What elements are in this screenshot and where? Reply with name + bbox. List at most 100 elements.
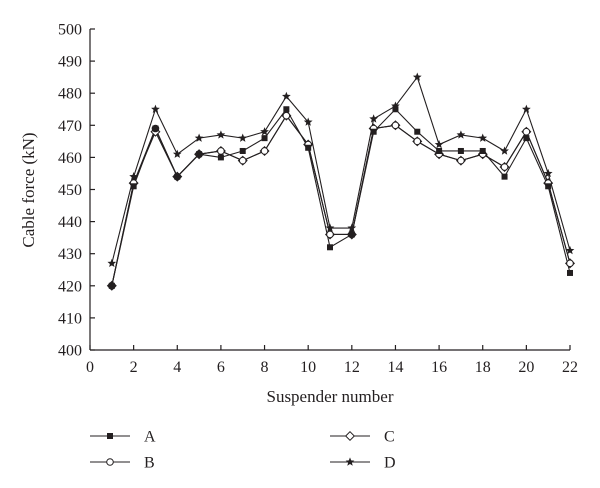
data-point-d (325, 223, 335, 232)
y-tick-label: 410 (58, 310, 82, 327)
data-point-a (261, 135, 268, 142)
series-line-c (111, 115, 571, 286)
x-axis-label: Suspender number (266, 387, 393, 406)
data-point-d (303, 117, 313, 126)
data-point-d (500, 146, 509, 155)
data-point-a (523, 135, 530, 142)
y-tick-label: 420 (58, 278, 82, 295)
series-markers (106, 72, 576, 291)
data-point-a (545, 183, 552, 190)
data-point-b (457, 156, 465, 165)
y-tick-label: 470 (58, 118, 82, 135)
data-point-a (567, 269, 573, 276)
data-point-a (414, 128, 421, 135)
series-line-b (111, 115, 571, 286)
data-point-d (347, 223, 357, 232)
data-point-a (174, 173, 181, 180)
data-point-b (522, 127, 531, 136)
data-point-a (392, 106, 399, 113)
legend-label: C (384, 429, 395, 446)
y-tick-label: 400 (58, 343, 82, 360)
legend-item-d: D (330, 455, 396, 472)
series-line-a (111, 108, 571, 286)
x-tick-label: 2 (130, 359, 138, 376)
data-point-d (107, 258, 117, 268)
data-point-d (151, 104, 160, 113)
data-point-d (521, 104, 531, 113)
legend-item-b: B (90, 455, 155, 472)
legend-label: D (384, 455, 396, 472)
data-point-d (478, 133, 488, 142)
legend-label: B (144, 455, 155, 472)
x-tick-label: 6 (217, 359, 225, 376)
x-tick-label: 8 (261, 359, 269, 376)
data-point-d (260, 127, 269, 136)
data-point-b (217, 147, 225, 155)
chart-axes (89, 29, 570, 351)
x-tick-label: 10 (300, 359, 316, 376)
data-point-a (239, 147, 246, 154)
x-tick-label: 18 (475, 359, 491, 376)
data-point-a (370, 128, 377, 135)
legend-marker-d (345, 457, 355, 466)
data-point-a (436, 147, 443, 154)
data-point-d (172, 149, 182, 158)
data-point-a (108, 282, 115, 289)
data-point-d (456, 130, 466, 139)
legend-marker-c (344, 430, 356, 442)
data-point-b (500, 163, 509, 171)
x-tick-label: 22 (562, 359, 578, 376)
data-point-d (281, 91, 291, 101)
series-line-d (111, 76, 571, 264)
legend-item-c: C (330, 429, 395, 446)
data-point-d (238, 133, 248, 142)
data-point-a (196, 151, 203, 158)
legend: AB CD (90, 429, 396, 472)
y-tick-label: 440 (58, 214, 82, 231)
series-lines (111, 76, 571, 286)
x-tick-label: 16 (431, 359, 447, 376)
x-tick-label: 4 (173, 359, 181, 376)
data-point-a (152, 125, 159, 132)
x-tick-label: 0 (86, 359, 94, 376)
legend-label: A (144, 429, 156, 446)
data-point-b (566, 259, 574, 268)
data-point-b (413, 137, 422, 146)
data-point-d (391, 101, 400, 110)
data-point-b (260, 147, 269, 155)
data-point-a (348, 231, 355, 238)
data-point-b (238, 156, 247, 165)
data-point-b (326, 230, 334, 239)
x-axis-ticks: 0 2 4 6 8 10 12 14 16 18 20 22 (86, 345, 578, 376)
data-point-a (217, 154, 224, 161)
y-tick-label: 430 (58, 246, 82, 263)
data-point-a (501, 173, 508, 180)
data-point-d (565, 245, 575, 255)
y-axis-ticks: 400 410 420 430 440 450 460 470 480 490 500 (58, 22, 95, 360)
data-point-a (327, 244, 333, 251)
y-tick-label: 460 (58, 150, 82, 167)
data-point-a (130, 183, 137, 190)
y-axis-label: Cable force (kN) (19, 132, 38, 247)
data-point-d (412, 72, 422, 81)
data-point-d (194, 133, 204, 142)
data-point-d (129, 172, 139, 181)
data-point-a (305, 144, 312, 151)
data-point-d (434, 139, 444, 149)
x-tick-label: 20 (518, 359, 534, 376)
y-tick-label: 480 (58, 86, 82, 103)
y-tick-label: 490 (58, 54, 82, 71)
y-tick-label: 450 (58, 182, 82, 199)
legend-marker-a (107, 433, 113, 439)
x-tick-label: 14 (387, 359, 403, 376)
legend-marker-b (106, 458, 114, 466)
data-point-a (457, 147, 464, 154)
data-point-a (479, 147, 486, 154)
data-point-d (216, 130, 226, 139)
data-point-a (283, 106, 290, 113)
data-point-b (282, 111, 291, 120)
x-tick-label: 12 (344, 359, 360, 376)
data-point-b (391, 121, 400, 130)
legend-item-a: A (90, 429, 156, 446)
